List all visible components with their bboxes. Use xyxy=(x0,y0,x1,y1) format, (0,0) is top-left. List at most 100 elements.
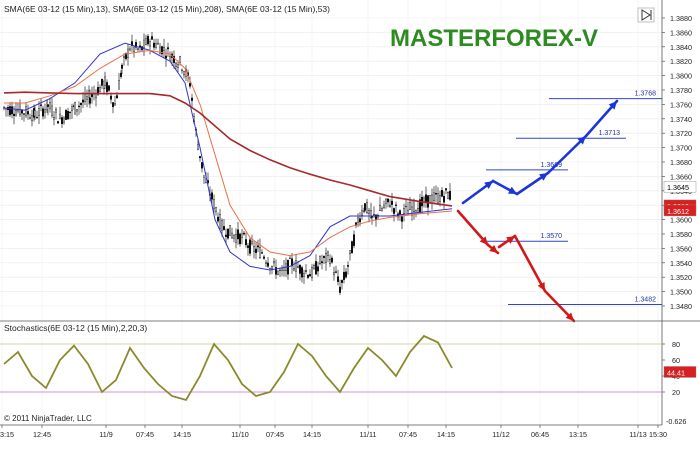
candle-body xyxy=(433,192,435,201)
candle-body xyxy=(353,234,355,246)
candle-body xyxy=(391,200,393,205)
x-tick-label: 11/11 xyxy=(360,430,377,439)
y-tick-label: 1.3740 xyxy=(670,115,692,124)
candle-body xyxy=(329,259,331,265)
candle-body xyxy=(183,71,185,76)
candle-body xyxy=(110,95,112,100)
candle-body xyxy=(359,218,361,223)
candle-body xyxy=(112,102,114,108)
candle-body xyxy=(313,265,315,269)
candle-body xyxy=(323,256,325,258)
candle-body xyxy=(121,64,123,69)
candle-body xyxy=(273,261,275,264)
candle-body xyxy=(293,268,295,271)
candle-body xyxy=(86,96,88,100)
candle-body xyxy=(189,83,191,87)
candle-body xyxy=(305,270,307,272)
candle-body xyxy=(235,234,237,243)
candle-body xyxy=(399,210,401,215)
y-tick-label: 1.3600 xyxy=(670,216,692,225)
candle-body xyxy=(65,110,67,120)
stoch-bottom-value: -0.626 xyxy=(666,417,686,426)
candle-body xyxy=(373,214,375,216)
candle-body xyxy=(389,204,391,208)
scroll-end-icon[interactable] xyxy=(637,7,655,23)
y-tick-label: 1.3680 xyxy=(670,158,692,167)
x-tick-label: 07:45 xyxy=(136,430,154,439)
candle-body xyxy=(84,93,86,102)
candle-body xyxy=(341,280,343,283)
y-tick-label: 1.3720 xyxy=(670,129,692,138)
candle-body xyxy=(435,193,437,195)
candle-body xyxy=(303,273,305,277)
x-tick-label: 15:30 xyxy=(649,430,667,439)
candle-body xyxy=(59,113,61,119)
level-label: 1.3713 xyxy=(599,130,621,137)
x-tick-label: 14:15 xyxy=(173,430,191,439)
candle-body xyxy=(321,261,323,264)
candle-body xyxy=(307,274,309,278)
candle-body xyxy=(197,144,199,150)
y-tick-label: 1.3480 xyxy=(670,302,692,311)
candle-body xyxy=(225,234,227,237)
candle-body xyxy=(379,204,381,211)
y-tick-label: 1.3860 xyxy=(670,28,692,37)
level-label: 1.3669 xyxy=(541,162,563,169)
candle-body xyxy=(36,116,38,119)
stoch-tick-label: 60 xyxy=(672,356,680,365)
candle-body xyxy=(223,226,225,230)
candle-body xyxy=(299,265,301,274)
candle-body xyxy=(11,106,13,115)
x-tick-label: 07:45 xyxy=(266,430,284,439)
candle-body xyxy=(419,199,421,212)
candle-body xyxy=(137,48,139,50)
candle-body xyxy=(201,162,203,169)
candle-body xyxy=(366,202,368,213)
candle-body xyxy=(239,233,241,245)
candle-body xyxy=(443,196,445,203)
candle-body xyxy=(40,104,42,106)
candle-body xyxy=(309,274,311,277)
candle-body xyxy=(89,97,91,104)
stoch-tick-label: 20 xyxy=(672,388,680,397)
candle-body xyxy=(327,251,329,256)
candle-body xyxy=(61,117,63,125)
candle-body xyxy=(55,108,57,113)
candle-body xyxy=(333,272,335,275)
candle-body xyxy=(143,39,145,49)
candle-body xyxy=(347,265,349,267)
candle-body xyxy=(283,267,285,271)
candle-body xyxy=(441,190,443,197)
candle-body xyxy=(71,106,73,112)
candle-body xyxy=(368,209,370,214)
candle-body xyxy=(31,115,33,121)
candle-body xyxy=(147,35,149,45)
candle-body xyxy=(217,216,219,222)
candle-body xyxy=(335,271,337,273)
candle-body xyxy=(413,200,415,213)
candle-body xyxy=(25,106,27,117)
candle-body xyxy=(49,102,51,109)
candle-body xyxy=(213,199,215,209)
y-tick-label: 1.3800 xyxy=(670,72,692,81)
candle-body xyxy=(447,192,449,199)
grid xyxy=(0,0,662,425)
candle-body xyxy=(191,97,193,101)
candle-body xyxy=(42,108,44,117)
y-tick-label: 1.3520 xyxy=(670,273,692,282)
candle-body xyxy=(53,117,55,120)
candle-body xyxy=(361,210,363,216)
candle-body xyxy=(229,225,231,236)
candle-body xyxy=(21,109,23,114)
candle-body xyxy=(381,208,383,211)
candle-body xyxy=(74,102,76,115)
candle-body xyxy=(211,192,213,200)
candle-body xyxy=(393,208,395,214)
candle-body xyxy=(445,188,447,191)
candle-body xyxy=(387,198,389,203)
candle-body xyxy=(108,85,110,91)
price-badge: 1.3645 xyxy=(667,183,689,192)
